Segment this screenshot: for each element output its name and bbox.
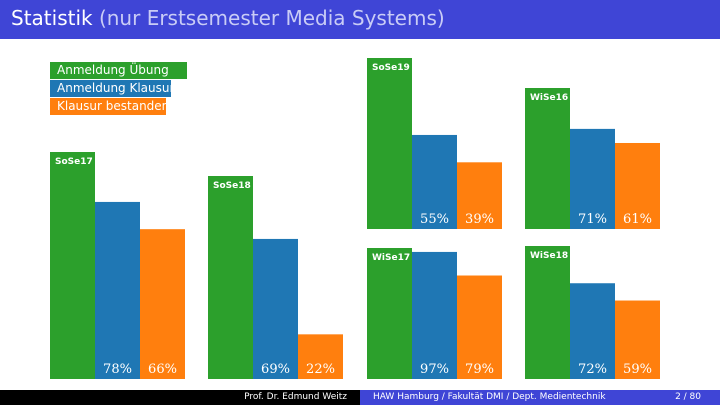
- bar-sose19-anmeldung-uebung: [367, 58, 412, 229]
- title-subtitle: (nur Erstsemester Media Systems): [98, 6, 445, 30]
- chart-title-sose19: SoSe19: [372, 63, 410, 73]
- page-title: Statistik (nur Erstsemester Media System…: [11, 6, 445, 30]
- bar-wise16-anmeldung-klausur: [570, 128, 615, 229]
- chart-title-sose18: SoSe18: [213, 181, 251, 191]
- page-number: 2 / 80: [675, 392, 701, 402]
- data-label-wise17-klausur-bestanden: 79%: [465, 362, 494, 377]
- bar-wise16-anmeldung-uebung: [525, 88, 570, 229]
- chart-title-wise17: WiSe17: [372, 253, 410, 263]
- bar-sose18-anmeldung-klausur: [253, 238, 298, 379]
- bar-wise18-anmeldung-uebung: [525, 246, 570, 379]
- bar-sose17-anmeldung-uebung: [50, 152, 95, 379]
- bar-wise16-klausur-bestanden: [615, 142, 660, 229]
- footer: Prof. Dr. Edmund Weitz HAW Hamburg / Fak…: [0, 390, 720, 405]
- bar-sose19-anmeldung-klausur: [412, 134, 457, 229]
- data-label-sose18-klausur-bestanden: 22%: [306, 362, 335, 377]
- data-label-sose19-anmeldung-klausur: 55%: [420, 212, 449, 227]
- data-label-wise18-anmeldung-klausur: 72%: [578, 362, 607, 377]
- chart-title-wise16: WiSe16: [530, 93, 568, 103]
- chart-title-sose17: SoSe17: [55, 157, 93, 167]
- bar-wise17-klausur-bestanden: [457, 275, 502, 379]
- title-main: Statistik: [11, 6, 93, 30]
- data-label-wise16-anmeldung-klausur: 71%: [578, 212, 607, 227]
- footer-author: Prof. Dr. Edmund Weitz: [244, 392, 347, 402]
- bar-sose17-klausur-bestanden: [140, 229, 185, 379]
- data-label-wise18-klausur-bestanden: 59%: [623, 362, 652, 377]
- bar-wise18-klausur-bestanden: [615, 300, 660, 379]
- footer-bar: HAW Hamburg / Fakultät DMI / Dept. Medie…: [360, 390, 720, 405]
- data-label-sose19-klausur-bestanden: 39%: [465, 212, 494, 227]
- bar-sose17-anmeldung-klausur: [95, 201, 140, 379]
- bar-wise18-anmeldung-klausur: [570, 283, 615, 379]
- legend-entry-anmeldung-uebung: Anmeldung Übung: [50, 62, 187, 79]
- bar-charts: 78% 66% SoSe17 69% 22% SoSe18 55% 39% SoSe19 71% 6…: [50, 58, 660, 379]
- bar-sose18-klausur-bestanden: [298, 334, 343, 379]
- data-label-wise16-klausur-bestanden: 61%: [623, 212, 652, 227]
- data-label-wise17-anmeldung-klausur: 97%: [420, 362, 449, 377]
- footer-institution: HAW Hamburg / Fakultät DMI / Dept. Medie…: [373, 392, 606, 402]
- data-label-sose17-klausur-bestanden: 66%: [148, 362, 177, 377]
- chart-title-wise18: WiSe18: [530, 251, 568, 261]
- bar-sose19-klausur-bestanden: [457, 162, 502, 229]
- title-bar: Statistik (nur Erstsemester Media System…: [0, 0, 720, 39]
- bar-sose18-anmeldung-uebung: [208, 176, 253, 379]
- legend-entry-anmeldung-klausur: Anmeldung Klausur: [50, 80, 174, 97]
- data-label-sose18-anmeldung-klausur: 69%: [261, 362, 290, 377]
- bar-wise17-anmeldung-uebung: [367, 248, 412, 379]
- legend-entry-klausur-bestanden: Klausur bestanden: [50, 98, 169, 115]
- bar-wise17-anmeldung-klausur: [412, 251, 457, 379]
- data-label-sose17-anmeldung-klausur: 78%: [103, 362, 132, 377]
